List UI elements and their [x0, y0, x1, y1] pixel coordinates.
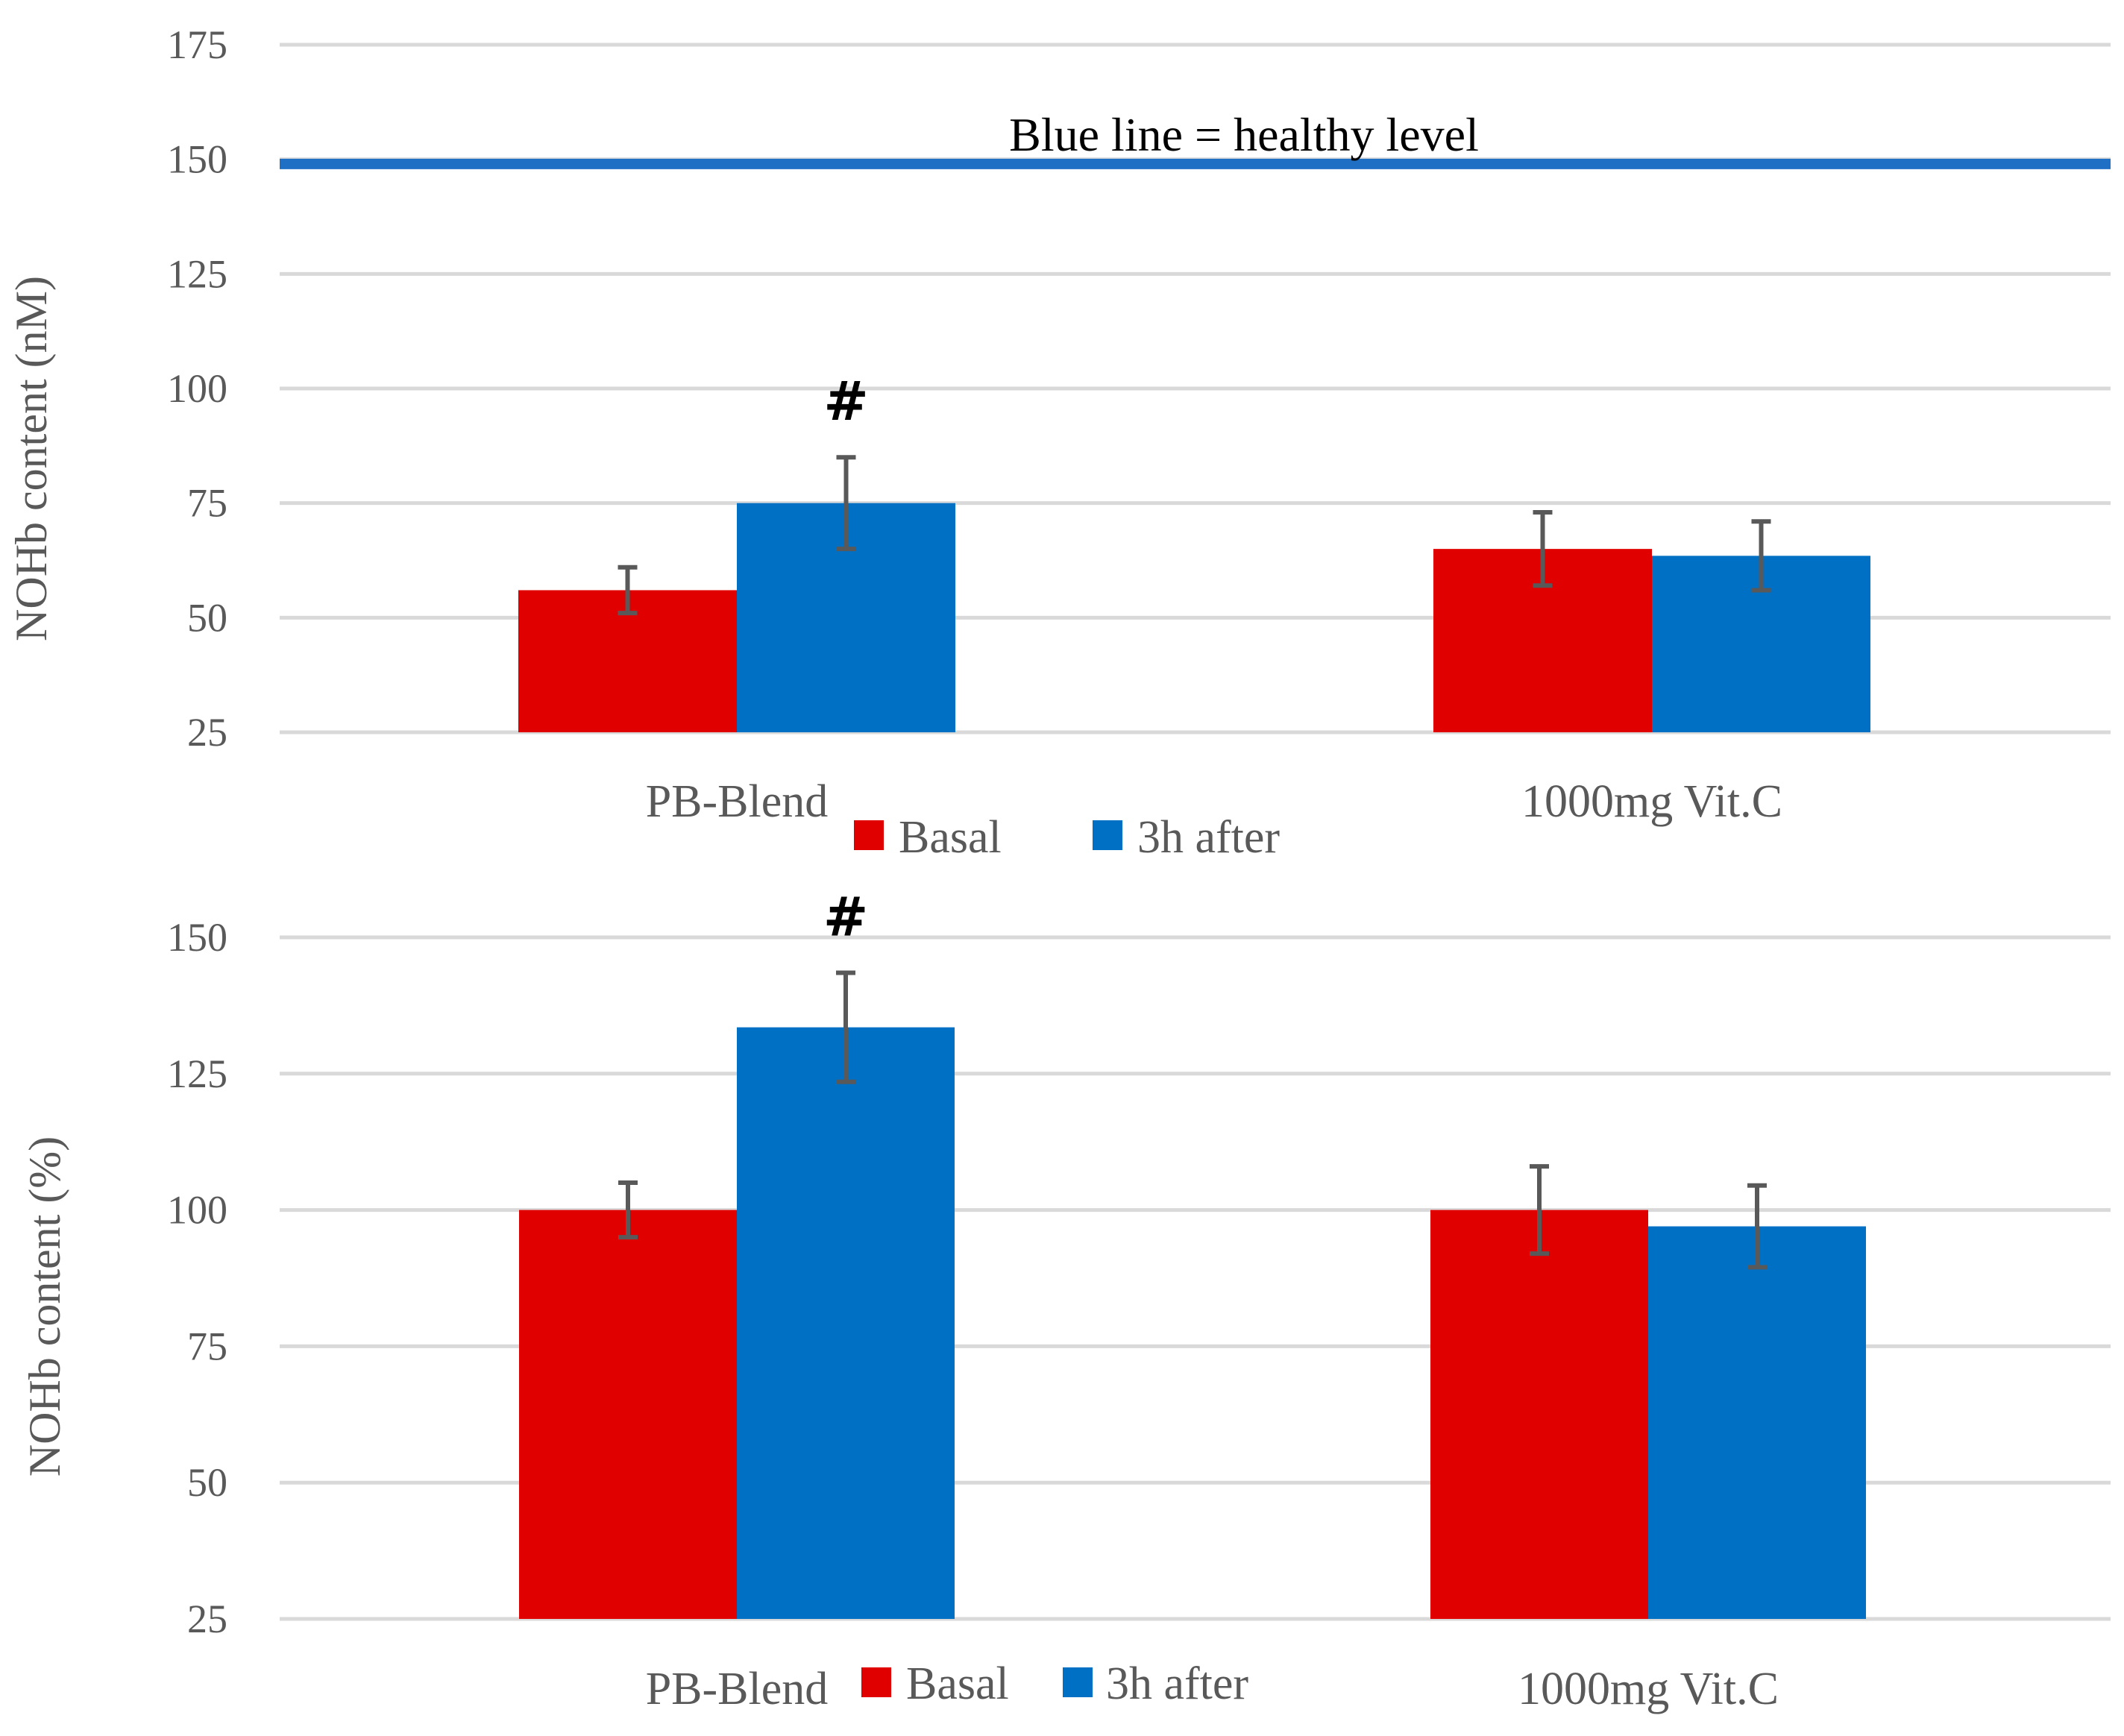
y-tick-label: 50 [187, 1460, 227, 1505]
legend-label-basal: Basal [899, 812, 1002, 863]
bottom-chart-y-axis-label: NOHb content (%) [20, 1136, 69, 1477]
y-tick-label: 100 [167, 1188, 227, 1233]
top-chart-reference: Blue line = healthy level [280, 108, 2111, 169]
top-chart-panel: 25 50 75 100 125 150 175 Blue line = healthy l… [7, 22, 2111, 863]
top-chart-y-ticks: 25 50 75 100 125 150 175 [167, 22, 227, 755]
bottom-chart-error-bars [618, 970, 1767, 1270]
error-bar [836, 970, 855, 1084]
bar-after [737, 1027, 955, 1619]
y-tick-label: 25 [187, 1597, 227, 1641]
error-bar [1530, 1164, 1549, 1257]
y-tick-label: 150 [167, 915, 227, 960]
error-bar [618, 1180, 638, 1240]
y-tick-label: 75 [187, 1324, 227, 1368]
error-bar [836, 455, 856, 552]
y-tick-label: 150 [167, 137, 227, 182]
top-chart-y-axis-label: NOHb content (nM) [7, 276, 56, 641]
bottom-chart-bars [519, 1027, 1866, 1619]
bar-after [1648, 1226, 1866, 1619]
y-tick-label: 50 [187, 595, 227, 640]
category-label: PB-Blend [646, 1664, 829, 1714]
bottom-chart-panel: 25 50 75 100 125 150 # PB-Blend 1000mg Vit.C N… [20, 886, 2111, 1714]
legend-swatch-basal [861, 1667, 891, 1697]
top-chart-significance: # [823, 370, 868, 433]
error-bar [1751, 519, 1771, 593]
top-chart-legend: Basal 3h after [854, 812, 1280, 863]
y-tick-label: 100 [167, 366, 227, 411]
legend-label-after: 3h after [1106, 1658, 1248, 1709]
top-chart-categories: PB-Blend 1000mg Vit.C [646, 776, 1782, 827]
bottom-chart-significance: # [823, 886, 868, 949]
legend-label-after: 3h after [1137, 812, 1280, 863]
bottom-chart-y-ticks: 25 50 75 100 125 150 [167, 915, 227, 1641]
y-tick-label: 75 [187, 481, 227, 526]
legend-label-basal: Basal [906, 1658, 1009, 1709]
top-chart-error-bars [618, 455, 1771, 616]
significance-marker: # [823, 370, 868, 433]
bar-basal [1430, 1210, 1648, 1619]
significance-marker: # [823, 886, 868, 949]
error-bar [1747, 1183, 1767, 1270]
legend-swatch-after [1063, 1667, 1093, 1697]
healthy-level-annotation: Blue line = healthy level [1009, 108, 1479, 161]
error-bar [618, 564, 638, 616]
legend-swatch-basal [854, 820, 884, 850]
y-tick-label: 175 [167, 22, 227, 67]
error-bar [1533, 509, 1553, 588]
bottom-chart-legend: Basal 3h after [861, 1658, 1248, 1709]
y-tick-label: 125 [167, 251, 227, 296]
y-tick-label: 25 [187, 710, 227, 755]
category-label: 1000mg Vit.C [1521, 776, 1782, 827]
bar-basal [519, 1210, 737, 1619]
category-label: PB-Blend [646, 776, 829, 827]
legend-swatch-after [1093, 820, 1122, 850]
category-label: 1000mg Vit.C [1518, 1664, 1779, 1714]
bottom-chart-categories: PB-Blend 1000mg Vit.C [646, 1664, 1779, 1714]
y-tick-label: 125 [167, 1051, 227, 1096]
